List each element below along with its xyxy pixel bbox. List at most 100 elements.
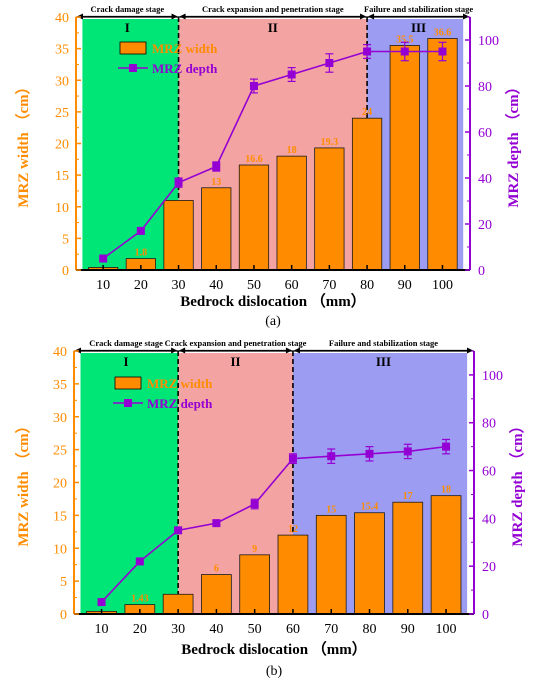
chart-panel-a: Crack damage stage I Crack expansion and p… (14, 4, 522, 329)
bar-value-label: 1.43 (131, 594, 149, 605)
x-tick-label: 40 (209, 278, 223, 293)
x-tick-label: 100 (436, 622, 457, 637)
depth-point (363, 47, 372, 56)
bar-value-label: 36.6 (434, 28, 452, 39)
width-bar (163, 200, 194, 271)
left-tick-label: 5 (60, 575, 67, 590)
stage-background-i (80, 353, 179, 614)
chart-panel-b: Crack damage stage I Crack expansion and p… (14, 338, 526, 679)
bar-value-label: 24 (362, 107, 372, 118)
bar-value-label: 19.3 (321, 137, 339, 148)
width-bar (201, 574, 232, 615)
depth-point (442, 442, 451, 451)
legend-depth-label: MRZ depth (152, 61, 218, 76)
stage-roman-numeral: I (124, 354, 129, 369)
bar-value-label: 18 (441, 485, 451, 496)
bar-value-label: 35.5 (396, 34, 414, 45)
bar-value-label: 17 (403, 491, 413, 502)
stage-roman-numeral: II (268, 20, 278, 35)
x-axis-title: Bedrock dislocation （mm） (180, 292, 366, 310)
x-tick-label: 20 (134, 278, 148, 293)
legend-width-label: MRZ width (147, 376, 213, 391)
x-tick-label: 30 (172, 278, 186, 293)
stage-name: Crack expansion and penetration stage (165, 338, 307, 348)
right-tick-label: 100 (482, 369, 503, 384)
x-tick-label: 20 (133, 622, 147, 637)
x-tick-label: 80 (363, 622, 377, 637)
x-tick-label: 90 (398, 278, 412, 293)
left-tick-label: 35 (53, 378, 67, 393)
panel-label: (a) (265, 314, 281, 329)
right-tick-label: 80 (482, 417, 496, 432)
stage-name: Crack expansion and penetration stage (202, 4, 344, 14)
legend-marker-swatch (124, 399, 132, 407)
right-axis-title: MRZ depth （cm） (508, 418, 526, 546)
x-tick-label: 10 (96, 278, 110, 293)
right-tick-label: 20 (478, 218, 492, 233)
panel-label: (b) (266, 664, 283, 679)
right-tick-label: 40 (478, 172, 492, 187)
depth-point (438, 47, 447, 56)
width-bar (354, 512, 385, 615)
bar-value-label: 18 (287, 145, 297, 156)
depth-point (174, 178, 183, 187)
left-tick-label: 40 (55, 11, 69, 26)
depth-point (135, 557, 144, 566)
left-tick-label: 30 (55, 74, 69, 89)
right-tick-label: 60 (482, 465, 496, 480)
width-bar (314, 147, 345, 271)
width-bar (239, 554, 270, 615)
bar-value-label: 9 (252, 544, 257, 555)
x-axis-title: Bedrock dislocation （mm） (181, 640, 367, 658)
bar-value-label: 12 (288, 524, 298, 535)
legend-bar-swatch (119, 41, 147, 55)
depth-point (99, 254, 108, 263)
stage-roman-numeral: III (411, 20, 426, 35)
stage-roman-numeral: III (376, 354, 391, 369)
legend-bar-swatch (114, 376, 142, 390)
right-tick-label: 40 (482, 512, 496, 527)
left-tick-label: 10 (55, 201, 69, 216)
width-bar (315, 514, 347, 615)
depth-point (403, 447, 412, 456)
x-tick-label: 60 (286, 622, 300, 637)
left-tick-label: 20 (53, 477, 67, 492)
right-axis-title: MRZ depth （cm） (504, 79, 522, 207)
depth-point (287, 70, 296, 79)
bar-value-label: 13 (211, 177, 221, 188)
left-tick-label: 30 (53, 411, 67, 426)
left-tick-label: 20 (55, 138, 69, 153)
bar-value-label: 16.6 (245, 154, 263, 165)
x-tick-label: 90 (401, 622, 415, 637)
bar-value-label: 1.8 (135, 248, 148, 259)
right-tick-label: 100 (478, 34, 499, 49)
stage-roman-numeral: II (230, 354, 240, 369)
legend-marker-swatch (129, 64, 137, 72)
bar-value-label: 15 (326, 504, 336, 515)
left-tick-label: 35 (55, 43, 69, 58)
x-tick-label: 80 (360, 278, 374, 293)
left-tick-label: 15 (53, 509, 67, 524)
depth-point (174, 526, 183, 535)
depth-point (249, 82, 258, 90)
stage-background-ii (178, 353, 293, 614)
depth-point (365, 449, 374, 458)
depth-point (212, 162, 221, 171)
stage-background-i (82, 19, 179, 270)
x-tick-label: 10 (95, 622, 109, 637)
width-bar (351, 117, 383, 271)
depth-series-line (100, 445, 447, 603)
left-tick-label: 25 (53, 444, 67, 459)
stage-name: Failure and stabilization stage (329, 338, 438, 348)
x-tick-label: 70 (322, 278, 336, 293)
left-tick-label: 0 (60, 608, 67, 623)
width-bar (238, 164, 270, 271)
right-tick-label: 80 (478, 80, 492, 95)
left-tick-label: 0 (62, 264, 69, 279)
right-tick-label: 20 (482, 560, 496, 575)
legend-width-label: MRZ width (152, 41, 218, 56)
width-bar (427, 38, 458, 271)
width-bar (201, 187, 232, 271)
depth-point (400, 47, 409, 56)
x-tick-label: 50 (248, 622, 262, 637)
